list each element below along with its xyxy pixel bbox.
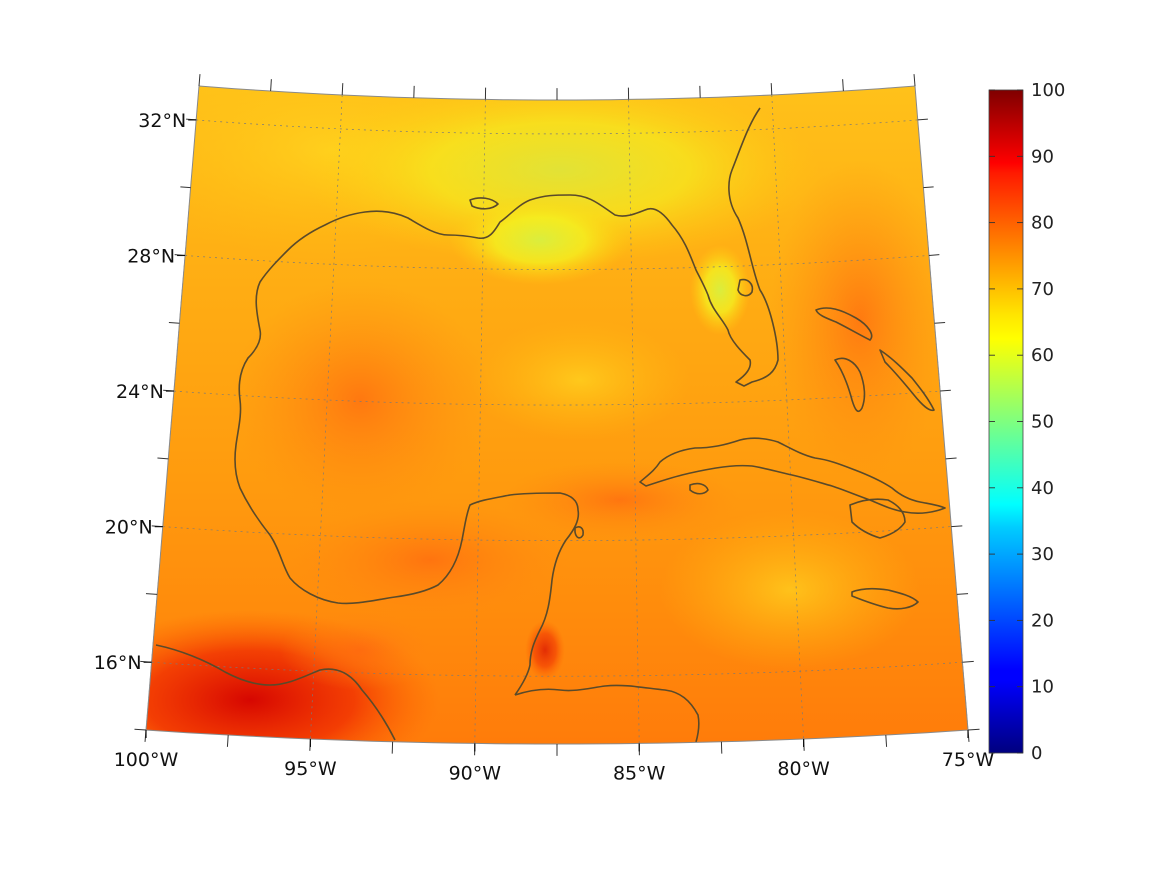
frame-tick bbox=[946, 458, 957, 459]
lon-label: 90°W bbox=[449, 762, 502, 784]
lat-label: 20°N bbox=[105, 517, 153, 539]
colorbar-tick-label: 90 bbox=[1031, 146, 1054, 167]
colorbar-tick-label: 30 bbox=[1031, 544, 1054, 565]
field-orange-west bbox=[230, 280, 490, 520]
lon-label: 80°W bbox=[777, 758, 830, 780]
colorbar-tick-label: 100 bbox=[1031, 80, 1065, 101]
colorbar-tick-label: 0 bbox=[1031, 743, 1042, 764]
frame-tick bbox=[180, 187, 190, 188]
frame-tick bbox=[935, 322, 946, 323]
lon-label: 100°W bbox=[114, 749, 179, 771]
frame-tick bbox=[169, 322, 180, 323]
lon-label: 95°W bbox=[284, 758, 337, 780]
field-red-tehuantepec bbox=[280, 610, 440, 690]
frame-tick bbox=[227, 735, 228, 747]
frame-tick bbox=[134, 729, 146, 730]
colorbar-tick-label: 70 bbox=[1031, 279, 1054, 300]
frame-tick bbox=[342, 83, 343, 95]
frame-tick bbox=[771, 83, 772, 95]
colorbar-tick-label: 20 bbox=[1031, 610, 1054, 631]
frame-tick bbox=[968, 729, 980, 730]
frame-tick bbox=[146, 594, 157, 595]
frame-tick bbox=[843, 79, 844, 91]
lat-label: 24°N bbox=[116, 381, 164, 403]
colorbar-tick-label: 80 bbox=[1031, 213, 1054, 234]
field-yellow-caribbean bbox=[660, 510, 920, 670]
lat-label: 32°N bbox=[138, 110, 186, 132]
field-yellow-central bbox=[470, 320, 690, 440]
frame-tick bbox=[951, 526, 962, 527]
colorbar: 0 10 20 30 40 50 60 70 80 90 100 bbox=[989, 80, 1065, 764]
frame-tick bbox=[886, 735, 887, 747]
colorbar-tick-label: 10 bbox=[1031, 677, 1054, 698]
frame-tick bbox=[918, 119, 928, 120]
colorbar-tick-label: 60 bbox=[1031, 345, 1054, 366]
frame-tick bbox=[929, 255, 939, 256]
frame-tick bbox=[940, 390, 951, 391]
data-field bbox=[60, 40, 970, 790]
field-orange-yucatan-channel bbox=[500, 460, 740, 540]
lat-label: 16°N bbox=[94, 652, 142, 674]
colorbar-tick-label: 50 bbox=[1031, 412, 1054, 433]
frame-tick bbox=[962, 661, 973, 662]
frame-tick bbox=[957, 594, 968, 595]
field-green-florida bbox=[690, 245, 750, 335]
frame-tick bbox=[157, 458, 168, 459]
frame-tick bbox=[923, 187, 933, 188]
frame-tick bbox=[199, 74, 200, 86]
colorbar-tick-label: 40 bbox=[1031, 478, 1054, 499]
field-red-belize bbox=[525, 620, 565, 680]
lat-label: 28°N bbox=[127, 246, 175, 268]
lon-label: 85°W bbox=[613, 762, 666, 784]
lon-label: 75°W bbox=[942, 749, 995, 771]
frame-tick bbox=[271, 79, 272, 91]
frame-tick bbox=[914, 74, 915, 86]
